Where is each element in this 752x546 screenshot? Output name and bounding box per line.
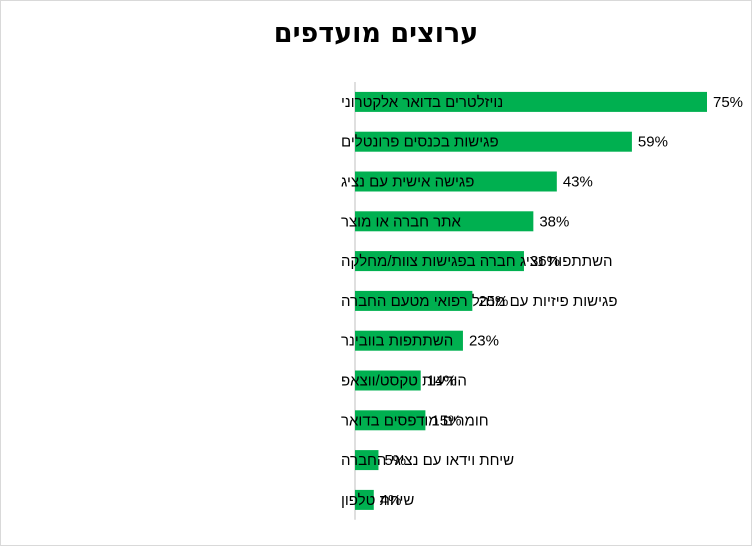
bar-3 [355, 171, 557, 192]
bar-1 [355, 91, 707, 112]
category-label-10: שיחת וידאו עם נציגי החברה [341, 452, 514, 469]
chart-title: ערוצים מועדפים [273, 18, 479, 49]
bars-group [355, 91, 707, 510]
category-label-8: הודעות טקסט/ווצאפ [341, 373, 467, 390]
category-labels: נויזלטרים בדואר אלקטרוני פגישות בכנסים פר… [341, 94, 618, 509]
bar-7 [355, 330, 463, 351]
value-label-4: 38% [539, 213, 569, 230]
value-label-7: 23% [469, 333, 499, 350]
category-label-3: פגישה אישית עם נציג [341, 174, 474, 191]
category-label-2: פגישות בכנסים פרונטלים [341, 134, 499, 151]
bar-8 [355, 370, 421, 391]
category-label-7: השתתפות בוובינר [341, 333, 453, 350]
category-label-9: חומרים מודפסים בדואר [341, 412, 489, 429]
category-label-5: השתתפות נציג חברה בפגישות צוות/מחלקה [341, 253, 613, 270]
bar-5 [355, 251, 524, 272]
bar-10 [355, 450, 379, 471]
value-label-9: 15% [431, 412, 461, 429]
value-label-3: 43% [563, 174, 593, 191]
category-label-1: נויזלטרים בדואר אלקטרוני [341, 94, 503, 111]
bar-9 [355, 410, 426, 431]
value-label-1: 75% [713, 94, 743, 111]
category-label-11: שיחת טלפון [341, 492, 414, 509]
bar-6 [355, 290, 473, 311]
category-label-4: אתר חברה או מוצר [341, 213, 462, 230]
value-label-5: 36% [530, 253, 560, 270]
bar-4 [355, 211, 534, 232]
bar-11 [355, 489, 374, 510]
value-labels: 75% 59% 43% 38% 36% 25% 23% 14% 15% 5% 4% [380, 94, 743, 509]
value-label-11: 4% [380, 492, 402, 509]
value-label-6: 25% [478, 293, 508, 310]
value-label-10: 5% [384, 452, 406, 469]
value-label-8: 14% [427, 373, 457, 390]
category-label-6: פגישות פיזיות עם מנהל רפואי מטעם החברה [341, 293, 618, 310]
bar-2 [355, 131, 632, 152]
value-label-2: 59% [638, 134, 668, 151]
